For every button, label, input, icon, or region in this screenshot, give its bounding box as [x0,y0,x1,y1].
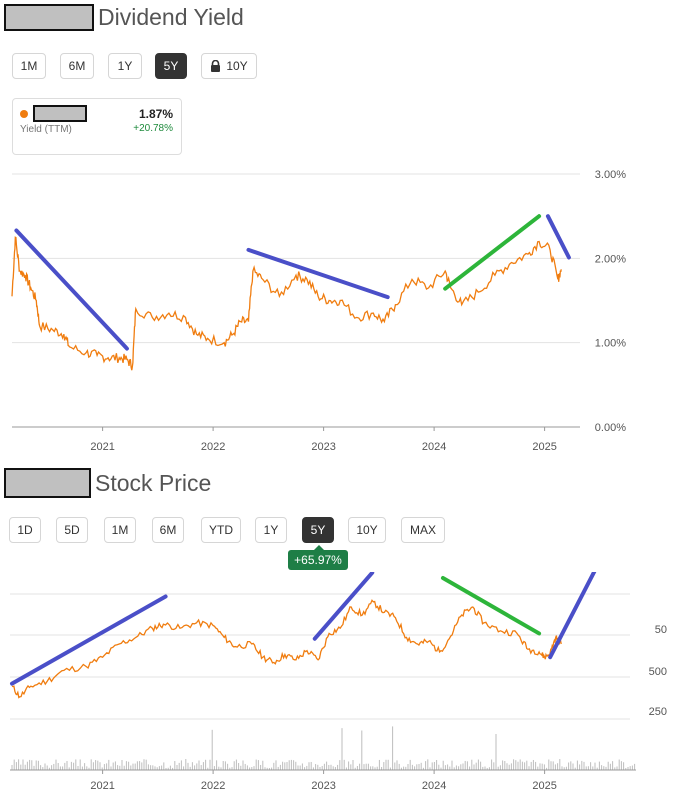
period-5d-button[interactable]: 5D [56,517,88,543]
y-tick-label: 3.00% [595,169,626,181]
trend-line [440,576,542,636]
stock-price-chart: 250 500 50 2021 2022 2023 2024 2025 [10,572,667,792]
range-button-label: 5Y [163,59,179,73]
period-1y-button[interactable]: 1Y [255,517,287,543]
y-tick-label: 250 [649,706,667,718]
yield-metric-label: Yield (TTM) [20,124,72,135]
period-1d-button[interactable]: 1D [9,517,41,543]
x-tick-label: 2021 [90,441,114,450]
period-button-label: 6M [159,523,177,537]
yield-series-line [11,236,562,371]
range-button-label: 1M [20,59,38,73]
range-10y-button[interactable]: 10Y [201,53,257,79]
x-tick-label: 2022 [201,441,225,450]
range-1y-button[interactable]: 1Y [108,53,142,79]
y-tick-label: 500 [649,666,667,678]
yield-change: +20.78% [133,123,173,134]
period-5y-button[interactable]: 5Y [302,517,334,543]
redacted-ticker-box [4,4,94,31]
period-button-label: 10Y [356,523,378,537]
lock-icon [210,60,221,72]
period-10y-button[interactable]: 10Y [348,517,386,543]
x-tick-label: 2021 [90,780,114,792]
period-button-label: MAX [409,523,436,537]
period-button-label: YTD [209,523,233,537]
y-tick-label: 0.00% [595,422,626,434]
x-tick-label: 2025 [532,441,556,450]
period-button-label: 5Y [310,523,326,537]
x-tick-label: 2025 [532,780,556,792]
redacted-name-box [33,105,87,122]
trend-line [10,594,168,686]
period-button-label: 1Y [263,523,279,537]
range-button-label: 1Y [117,59,133,73]
x-tick-label: 2023 [311,780,335,792]
period-button-label: 1M [111,523,129,537]
yield-card: Yield (TTM) 1.87% +20.78% [12,98,182,155]
series-dot-icon [20,110,28,118]
period-button-label: 1D [17,523,33,537]
y-tick-label: 1.00% [595,338,626,350]
trend-line [312,572,375,641]
x-tick-label: 2023 [311,441,335,450]
yield-value: 1.87% [138,107,173,121]
dividend-yield-chart: 0.00% 1.00% 2.00% 3.00% 2021 2022 2023 2024 2025 [11,169,626,450]
redacted-ticker-box-2 [4,468,91,498]
trend-line [548,572,597,660]
range-6m-button[interactable]: 6M [60,53,94,79]
x-tick-label: 2024 [422,441,446,450]
y-tick-label: 2.00% [595,253,626,265]
dividend-title: Dividend Yield [98,4,244,30]
period-ytd-button[interactable]: YTD [201,517,241,543]
range-button-label: 6M [68,59,86,73]
range-5y-button[interactable]: 5Y [155,53,187,79]
period-1m-button[interactable]: 1M [104,517,136,543]
trend-line [545,214,571,260]
period-max-button[interactable]: MAX [401,517,445,543]
trend-line [14,228,129,351]
price-series-line [11,599,562,699]
trend-line [443,214,542,291]
x-tick-label: 2024 [422,780,446,792]
period-button-label: 5D [64,523,80,537]
trend-line [246,247,390,300]
return-badge: +65.97% [288,545,348,570]
y-tick-label: 50 [655,624,667,636]
range-1m-button[interactable]: 1M [12,53,46,79]
x-tick-label: 2022 [201,780,225,792]
stock-title: Stock Price [95,470,212,496]
range-button-label: 10Y [226,59,248,73]
period-6m-button[interactable]: 6M [152,517,184,543]
